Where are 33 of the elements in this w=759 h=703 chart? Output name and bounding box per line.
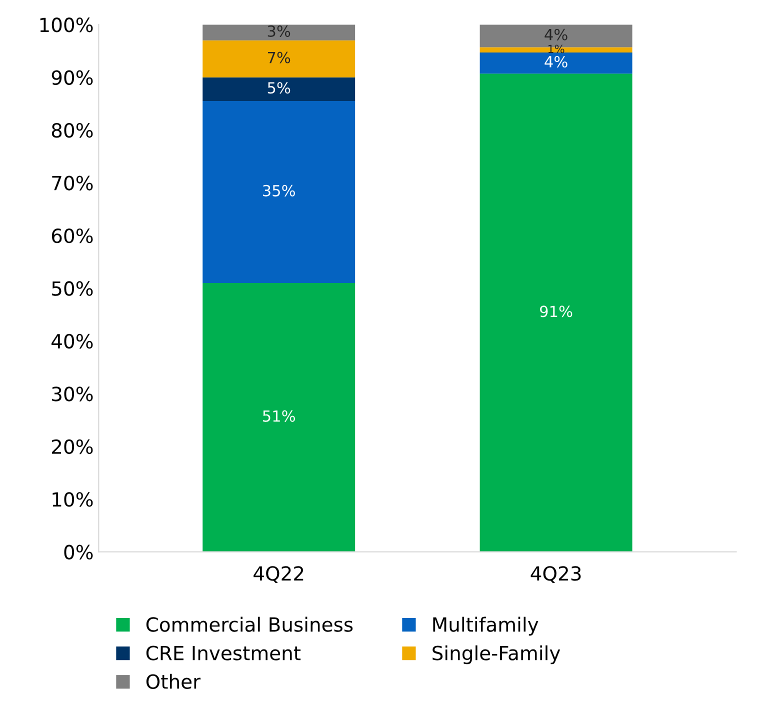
y-tick-label: 0% xyxy=(64,544,93,560)
y-tick-label: 50% xyxy=(52,281,93,296)
data-label: 4% xyxy=(544,56,568,68)
bar xyxy=(202,40,356,78)
y-tick-label: 90% xyxy=(52,70,93,85)
legend-label: Single-Family xyxy=(432,645,560,664)
y-tick-label: 20% xyxy=(52,439,93,454)
y-tick-label: 30% xyxy=(52,386,93,402)
y-tick-label: 60% xyxy=(52,228,93,244)
legend-label: Other xyxy=(146,674,201,689)
bar xyxy=(202,282,356,552)
y-tick-label: 10% xyxy=(52,492,93,507)
bar xyxy=(202,77,356,102)
x-tick-label: 4Q22 xyxy=(254,566,304,584)
legend-label: Multifamily xyxy=(433,616,538,636)
bar xyxy=(480,52,632,74)
y-tick-label: 70% xyxy=(52,176,93,190)
data-label: 91% xyxy=(540,306,572,318)
y-tick-label: 80% xyxy=(52,123,93,138)
y-tick-label: 40% xyxy=(52,334,93,349)
bar xyxy=(480,74,632,552)
legend-label: Commercial Business xyxy=(146,616,353,632)
legend-label: CRE Investment xyxy=(146,646,301,660)
y-tick-label: 100% xyxy=(40,18,93,32)
data-label: 3% xyxy=(268,25,290,37)
x-tick-label: 4Q23 xyxy=(530,566,581,584)
data-label: 4% xyxy=(544,28,568,40)
data-label: 5% xyxy=(268,82,290,94)
bar xyxy=(202,24,356,40)
data-label: 35% xyxy=(263,184,295,196)
data-label: 7% xyxy=(268,52,290,64)
data-label: 51% xyxy=(263,410,295,422)
bar xyxy=(202,101,356,283)
